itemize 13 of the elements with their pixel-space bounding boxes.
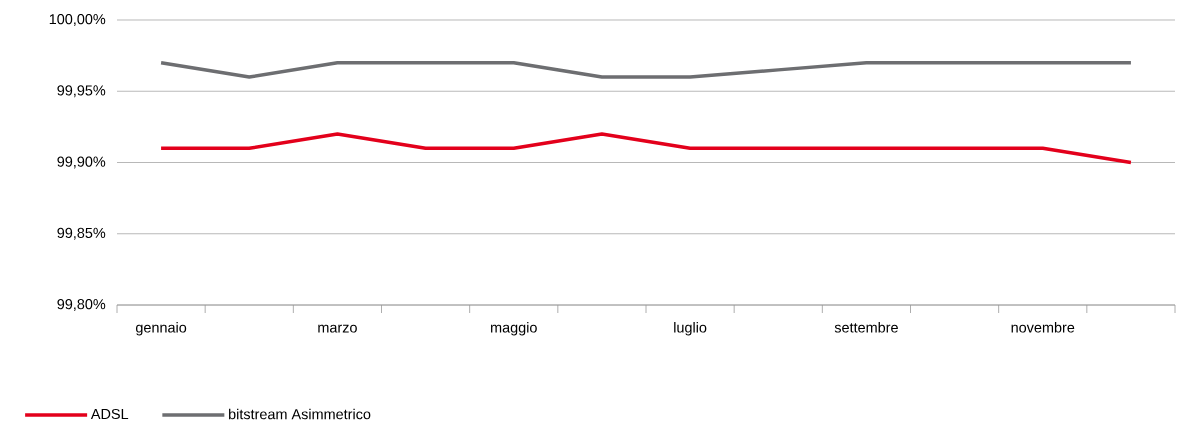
x-tick-label: novembre xyxy=(1011,322,1075,333)
x-tick-label: gennaio xyxy=(135,322,187,336)
y-tick-label: 99,85% xyxy=(57,227,106,240)
y-tick-label: 99,90% xyxy=(57,156,106,169)
x-tick-label: marzo xyxy=(318,324,357,333)
x-tick-label: settembre xyxy=(834,322,898,333)
y-tick-label: 99,80% xyxy=(57,299,106,311)
x-tick-label: maggio xyxy=(491,322,537,336)
y-tick-label: 99,95% xyxy=(57,85,106,98)
x-tick-label: luglio xyxy=(674,322,707,336)
legend-label: bitstream Asimmetrico xyxy=(229,408,371,420)
y-tick-label: 100,00% xyxy=(49,14,106,26)
legend-label: ADSL xyxy=(90,408,129,420)
